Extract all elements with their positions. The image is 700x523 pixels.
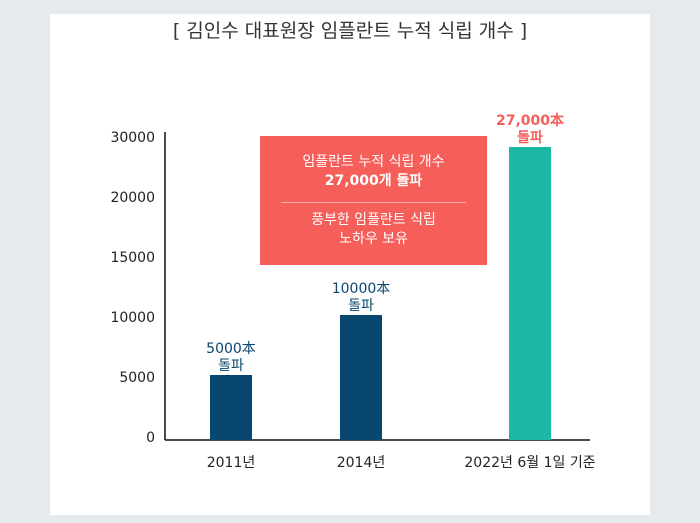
y-tick-label: 15000	[110, 250, 155, 266]
data-label: 10000本	[332, 281, 391, 297]
y-tick-label: 30000	[110, 130, 155, 146]
y-tick-label: 20000	[110, 190, 155, 206]
bar	[210, 375, 252, 440]
y-tick-label: 5000	[119, 370, 155, 386]
x-tick-label: 2011년	[207, 455, 256, 471]
bar	[340, 315, 382, 440]
x-tick-label: 2022년 6월 1일 기준	[464, 455, 595, 471]
data-label: 돌파	[517, 130, 543, 146]
callout-line2: 27,000개 돌파	[324, 173, 423, 189]
y-tick-label: 10000	[110, 310, 155, 326]
data-label: 돌파	[348, 298, 374, 314]
callout-line3: 풍부한 임플란트 식립	[311, 212, 436, 228]
data-label: 27,000本	[496, 112, 565, 129]
callout-divider	[281, 202, 466, 203]
callout-line1: 임플란트 누적 식립 개수	[302, 154, 445, 170]
x-tick-label: 2014년	[337, 455, 386, 471]
callout-line4: 노하우 보유	[339, 231, 408, 247]
y-tick-label: 0	[146, 430, 155, 446]
callout-box: 임플란트 누적 식립 개수 27,000개 돌파 풍부한 임플란트 식립 노하우…	[260, 136, 487, 265]
bar	[509, 147, 551, 440]
data-label: 돌파	[218, 358, 244, 374]
chart-title: [ 김인수 대표원장 임플란트 누적 식립 개수 ]	[172, 20, 528, 42]
data-label: 5000本	[206, 341, 256, 357]
